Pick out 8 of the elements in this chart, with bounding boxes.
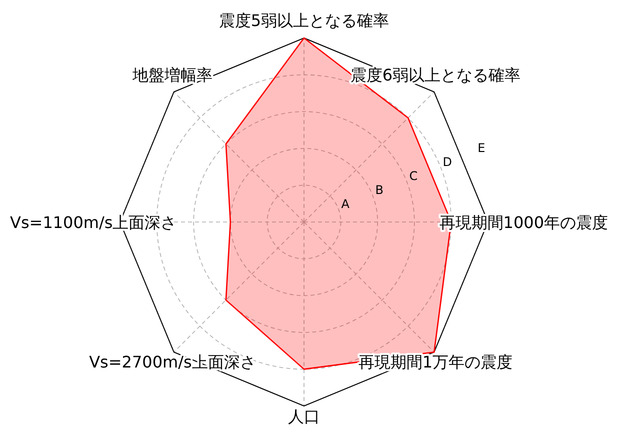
spoke-label: 震度5弱以上となる確率 [218, 11, 390, 30]
spoke-label: 人口 [288, 407, 320, 426]
y-tick-label: B [375, 183, 384, 198]
spoke-label: 地盤増幅率 [131, 65, 212, 84]
y-tick-label: E [478, 140, 486, 155]
y-tick-label: D [442, 154, 452, 169]
y-tick-label: C [409, 168, 418, 183]
y-tick-label: A [341, 197, 350, 212]
